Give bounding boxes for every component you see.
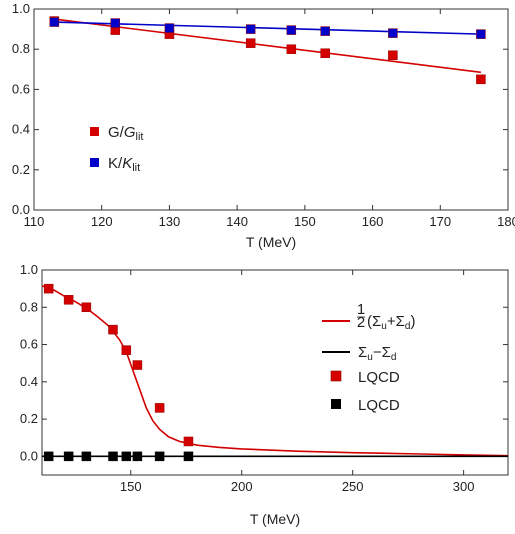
bottom-panel: 150 200 250 300 0.0 0.2 0.4 0.6 0.8 1.0 T (MeV) 1… <box>20 262 509 527</box>
legend-item-k: K/Klit <box>90 155 140 174</box>
y-tick-label: 0.0 <box>12 202 30 217</box>
legend-item-sum: 1 2 (Σu+Σd) <box>322 301 415 332</box>
x-tick-label: 160 <box>362 214 384 229</box>
y-tick-label: 0.4 <box>12 122 30 137</box>
y-tick-label: 0.6 <box>20 337 38 352</box>
legend-marker-lqcd-black <box>331 399 341 409</box>
legend-marker-g <box>90 127 99 136</box>
legend-marker-k <box>90 158 99 167</box>
data-point <box>121 345 132 355</box>
legend-item-diff: Σu−Σd <box>322 344 396 363</box>
top-plot-frame <box>33 8 509 211</box>
top-x-axis-label: T (MeV) <box>246 234 296 250</box>
data-point <box>43 451 54 462</box>
data-point <box>286 44 297 54</box>
data-point <box>245 38 256 48</box>
x-tick-label: 110 <box>24 214 45 229</box>
data-point <box>388 28 398 38</box>
bottom-legend: 1 2 (Σu+Σd) Σu−Σd LQCD LQCD <box>322 301 415 414</box>
legend-label-k: K/Klit <box>108 155 140 174</box>
data-point <box>108 324 118 335</box>
legend-marker-lqcd-red <box>330 370 342 382</box>
legend-item-lqcd-red: LQCD <box>330 369 400 386</box>
data-point <box>320 26 330 36</box>
legend-label-sum: (Σu+Σd) <box>367 313 415 332</box>
top-legend: G/Glit K/Klit <box>90 124 143 174</box>
y-tick-label: 0.2 <box>20 411 38 426</box>
top-axis-ticks: 110 120 130 140 150 160 170 180 0.0 0.2 0.4 0.6 0.8 1… <box>12 1 515 229</box>
y-tick-label: 1.0 <box>12 1 30 16</box>
x-tick-label: 140 <box>226 214 248 229</box>
y-tick-label: 0.8 <box>20 299 38 314</box>
top-panel: 110 120 130 140 150 160 170 180 0.0 0.2 0.4 0.6 0.8 1… <box>12 1 515 250</box>
x-tick-label: 180 <box>497 214 515 229</box>
data-point <box>476 74 486 85</box>
data-point <box>183 436 194 447</box>
legend-label-lqcd-black: LQCD <box>358 397 400 414</box>
x-tick-label: 120 <box>91 214 113 229</box>
y-tick-label: 0.8 <box>12 41 30 56</box>
data-point <box>43 283 54 294</box>
data-point <box>110 18 121 28</box>
data-point <box>245 24 256 34</box>
x-tick-label: 200 <box>231 479 253 494</box>
top-data-points <box>49 16 486 85</box>
data-point <box>108 451 118 462</box>
data-point <box>476 29 486 39</box>
series-line <box>41 285 509 457</box>
x-tick-label: 150 <box>294 214 316 229</box>
data-point <box>81 302 92 313</box>
data-point <box>320 48 330 58</box>
y-tick-label: 0.2 <box>12 162 30 177</box>
y-tick-label: 0.4 <box>20 374 38 389</box>
data-point <box>164 23 175 33</box>
data-point <box>154 403 165 413</box>
data-point <box>154 451 165 462</box>
y-tick-label: 0.6 <box>12 81 30 96</box>
data-point <box>49 17 60 27</box>
data-point <box>132 360 143 370</box>
x-tick-label: 250 <box>342 479 364 494</box>
legend-label-g: G/Glit <box>108 124 143 143</box>
legend-item-lqcd-black: LQCD <box>331 397 400 414</box>
data-point <box>183 451 194 462</box>
series-line <box>54 18 482 74</box>
bottom-data-points <box>43 283 194 462</box>
legend-item-g: G/Glit <box>90 124 143 143</box>
x-tick-label: 300 <box>453 479 475 494</box>
x-tick-label: 170 <box>429 214 451 229</box>
data-point <box>286 25 297 35</box>
data-point <box>388 50 398 60</box>
x-tick-label: 130 <box>159 214 181 229</box>
data-point <box>63 451 74 462</box>
data-point <box>81 451 92 462</box>
bottom-plot-frame <box>41 269 509 476</box>
legend-frac-num: 1 <box>357 301 365 318</box>
series-line <box>54 21 481 35</box>
data-point <box>132 451 143 462</box>
bottom-curves <box>41 285 509 458</box>
legend-label-lqcd-red: LQCD <box>358 369 400 386</box>
legend-label-diff: Σu−Σd <box>358 344 396 363</box>
top-fit-lines <box>54 18 482 74</box>
bottom-x-axis-label: T (MeV) <box>250 511 300 527</box>
y-tick-label: 1.0 <box>20 262 38 277</box>
legend-frac-den: 2 <box>357 314 365 331</box>
y-tick-label: 0.0 <box>20 448 38 463</box>
data-point <box>63 295 74 305</box>
bottom-axis-ticks: 150 200 250 300 0.0 0.2 0.4 0.6 0.8 1.0 <box>20 262 508 494</box>
x-tick-label: 150 <box>120 479 142 494</box>
data-point <box>121 451 132 462</box>
